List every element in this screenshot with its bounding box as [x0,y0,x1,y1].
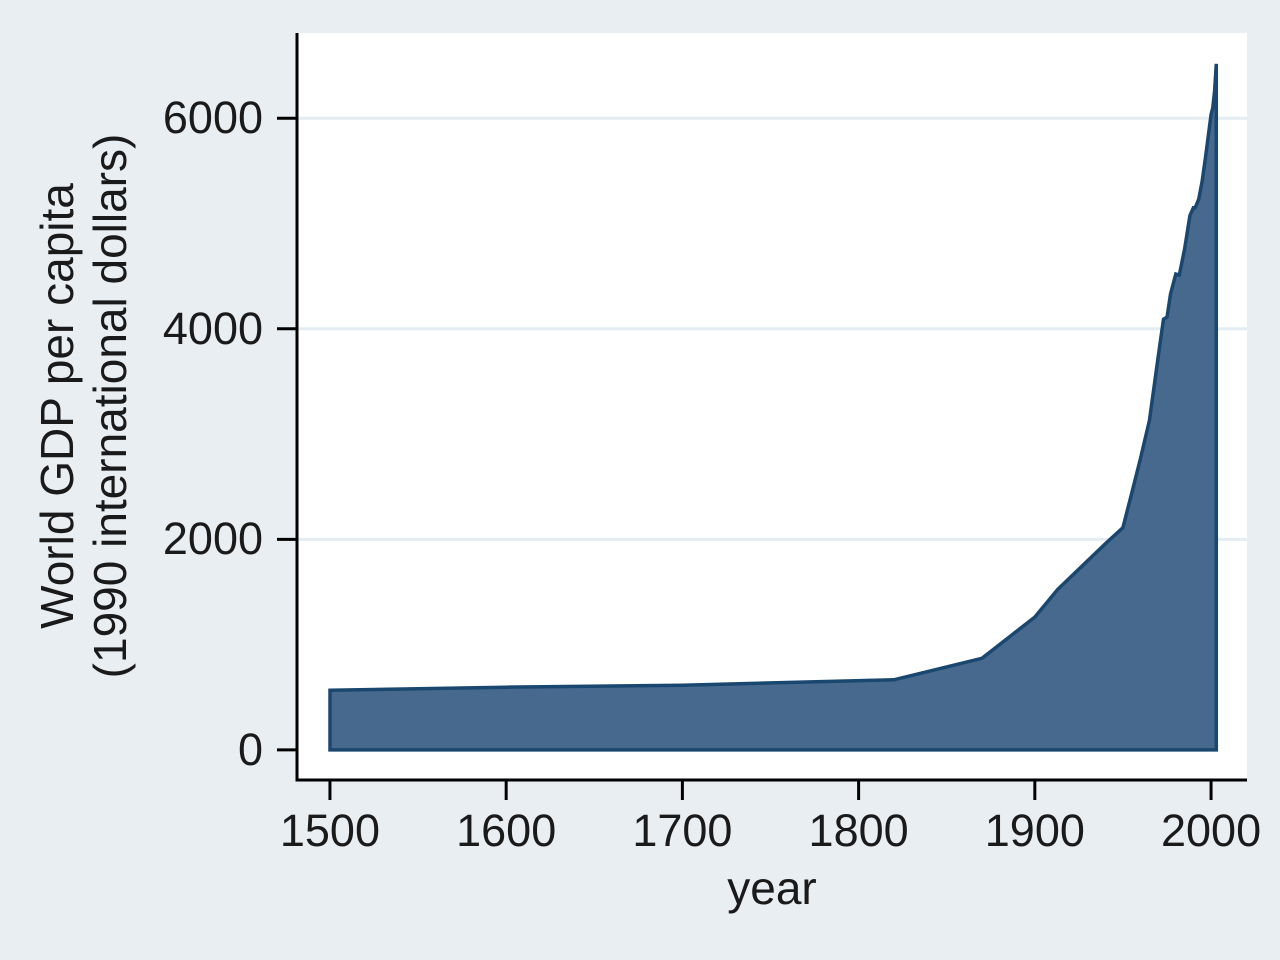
y-axis-title-line1: World GDP per capita [31,183,83,629]
gdp-per-capita-area-series [328,63,1219,752]
x-axis-title: year [727,862,817,914]
y-axis-title: World GDP per capita (1990 international… [31,134,137,679]
y-axis-title-line2: (1990 international dollars) [84,133,136,679]
